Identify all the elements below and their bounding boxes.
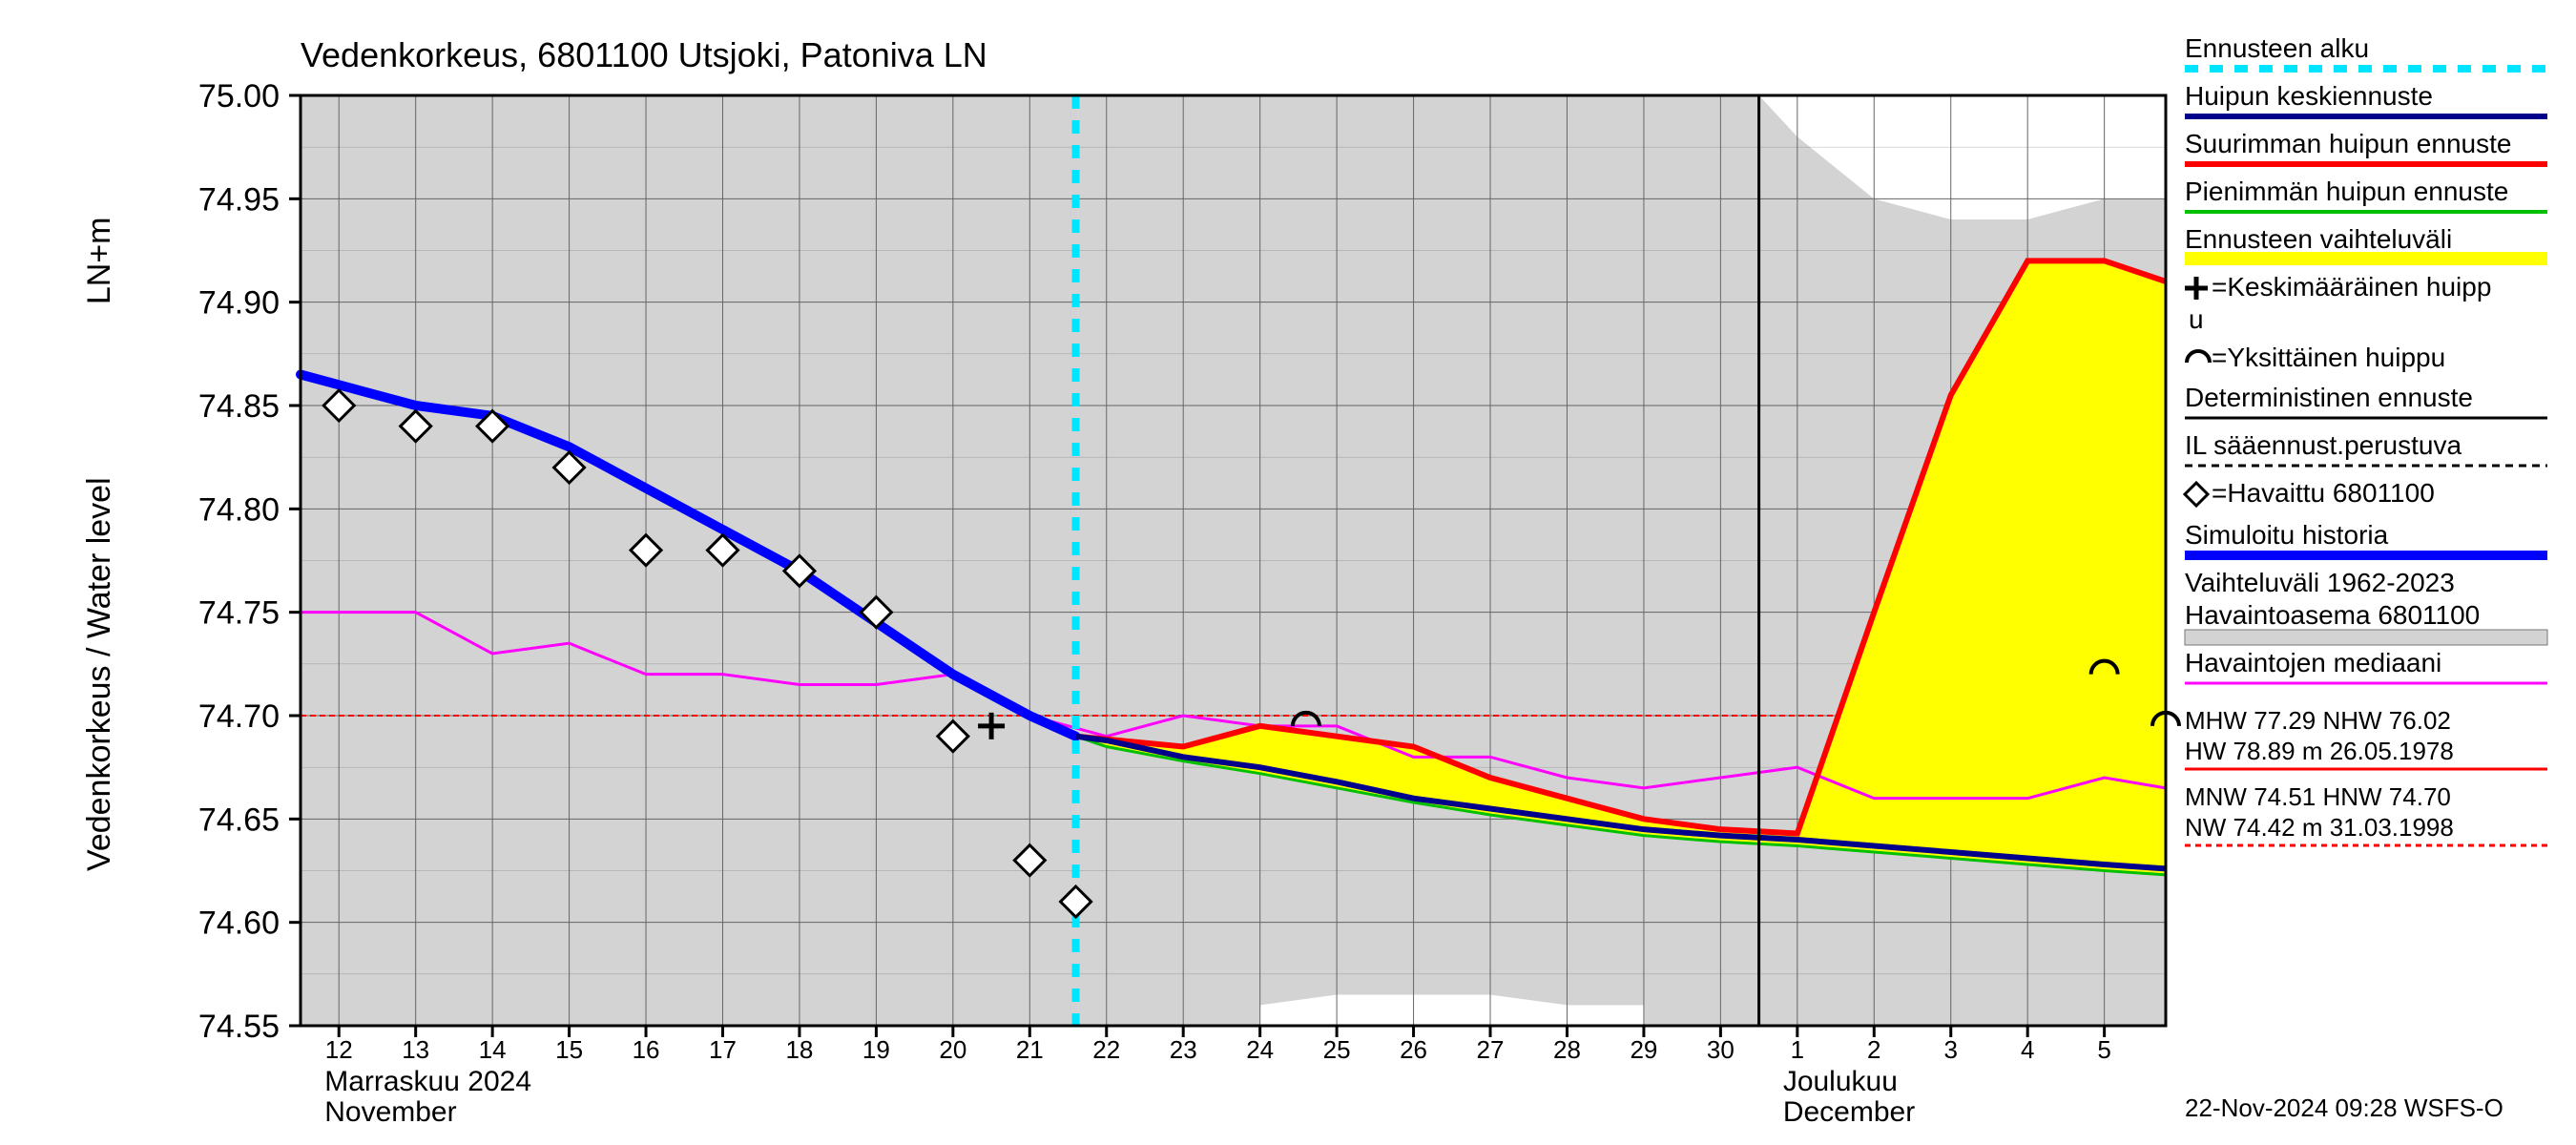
ytick-label: 74.70: [198, 698, 280, 735]
xtick-label: 5: [2097, 1035, 2110, 1064]
legend-label: =Keskimääräinen huipp: [2212, 272, 2491, 302]
legend-label: =Yksittäinen huippu: [2212, 343, 2445, 372]
xtick-label: 18: [785, 1035, 813, 1064]
stats-line: MHW 77.29 NHW 76.02: [2185, 706, 2451, 735]
xtick-label: 21: [1016, 1035, 1044, 1064]
xtick-label: 14: [479, 1035, 507, 1064]
legend-label: Havaintojen mediaani: [2185, 648, 2441, 677]
yaxis-label-top: LN+m: [81, 218, 117, 305]
xtick-label: 16: [633, 1035, 660, 1064]
legend-label: Huipun keskiennuste: [2185, 81, 2433, 111]
xtick-label: 23: [1170, 1035, 1197, 1064]
legend-label: Deterministinen ennuste: [2185, 383, 2473, 412]
ytick-label: 74.65: [198, 802, 280, 838]
xtick-label: 27: [1477, 1035, 1505, 1064]
xtick-label: 28: [1553, 1035, 1581, 1064]
xtick-label: 13: [402, 1035, 429, 1064]
xtick-label: 4: [2021, 1035, 2034, 1064]
xtick-label: 22: [1092, 1035, 1120, 1064]
month-label-1-en: November: [324, 1096, 456, 1128]
stats-line: HW 78.89 m 26.05.1978: [2185, 737, 2454, 765]
ytick-label: 74.55: [198, 1009, 280, 1045]
xtick-label: 25: [1323, 1035, 1351, 1064]
legend-label: Havaintoasema 6801100: [2185, 600, 2480, 630]
legend-label: Suurimman huipun ennuste: [2185, 129, 2511, 158]
ytick-label: 74.80: [198, 491, 280, 528]
xtick-label: 29: [1630, 1035, 1657, 1064]
yaxis-label-bottom: Vedenkorkeus / Water level: [81, 477, 117, 871]
ytick-label: 74.95: [198, 181, 280, 218]
legend-label: Ennusteen vaihteluväli: [2185, 224, 2452, 254]
legend-label: Vaihteluväli 1962-2023: [2185, 568, 2455, 597]
xtick-label: 1: [1791, 1035, 1804, 1064]
month-label-2-en: December: [1783, 1096, 1915, 1128]
xtick-label: 17: [709, 1035, 737, 1064]
month-label-1: Marraskuu 2024: [324, 1066, 531, 1097]
legend-label: Pienimmän huipun ennuste: [2185, 177, 2508, 206]
legend-label: =Havaittu 6801100: [2212, 478, 2435, 508]
legend-label: IL sääennust.perustuva: [2185, 430, 2462, 460]
xtick-label: 12: [325, 1035, 353, 1064]
legend-label: u: [2189, 304, 2204, 334]
legend-label: Simuloitu historia: [2185, 520, 2389, 550]
month-label-2: Joulukuu: [1783, 1066, 1898, 1097]
timestamp: 22-Nov-2024 09:28 WSFS-O: [2185, 1093, 2503, 1122]
ytick-label: 74.60: [198, 906, 280, 942]
xtick-label: 26: [1400, 1035, 1427, 1064]
xtick-label: 24: [1246, 1035, 1274, 1064]
legend: Ennusteen alku Huipun keskiennuste Suurimm…: [2185, 33, 2547, 845]
ytick-label: 74.90: [198, 285, 280, 322]
chart-title: Vedenkorkeus, 6801100 Utsjoki, Patoniva …: [301, 35, 987, 74]
legend-label: Ennusteen alku: [2185, 33, 2369, 63]
xtick-label: 2: [1867, 1035, 1880, 1064]
xtick-label: 3: [1943, 1035, 1957, 1064]
water-level-chart: 74.55 74.60 74.65 74.70 74.75 74.80 74.85 74.90…: [0, 0, 2576, 1145]
ytick-label: 75.00: [198, 78, 280, 114]
stats-line: NW 74.42 m 31.03.1998: [2185, 813, 2454, 842]
xtick-label: 19: [862, 1035, 890, 1064]
stats-line: MNW 74.51 HNW 74.70: [2185, 782, 2451, 811]
ytick-label: 74.85: [198, 388, 280, 425]
xtick-label: 30: [1707, 1035, 1735, 1064]
xtick-label: 15: [555, 1035, 583, 1064]
xtick-label: 20: [939, 1035, 966, 1064]
ytick-label: 74.75: [198, 595, 280, 632]
